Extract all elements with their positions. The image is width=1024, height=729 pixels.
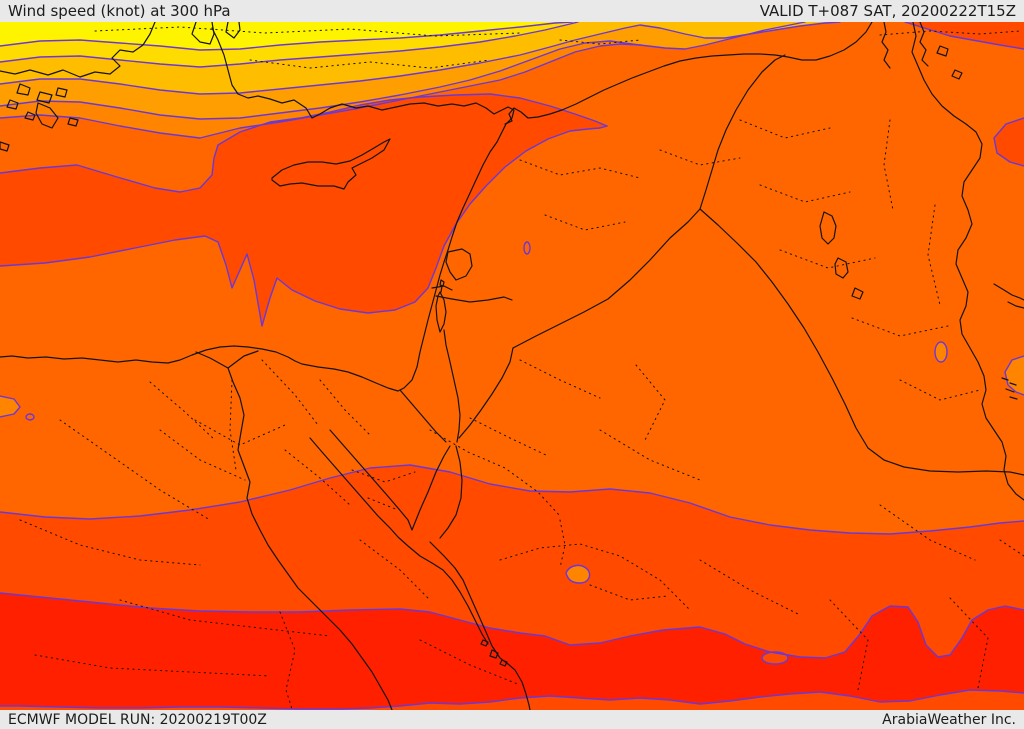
admin-boundaries-dotted [19, 26, 1024, 710]
header-bar: Wind speed (knot) at 300 hPa VALID T+087… [0, 0, 1024, 22]
jet-cell-top-right [904, 22, 1024, 167]
valid-time-label: VALID T+087 SAT, 20200222T15Z [759, 2, 1016, 20]
map-canvas [0, 22, 1024, 710]
country-borders [399, 22, 1024, 501]
weak-wind-cells [0, 241, 1024, 584]
jet-streak-cyprus [0, 93, 608, 327]
coastlines [0, 22, 531, 710]
contour-lines [0, 22, 1024, 710]
map-title: Wind speed (knot) at 300 hPa [8, 2, 231, 20]
wind-band-red-max [0, 593, 1024, 709]
model-run-label: ECMWF MODEL RUN: 20200219T00Z [8, 711, 267, 728]
footer-bar: ECMWF MODEL RUN: 20200219T00Z ArabiaWeat… [0, 710, 1024, 729]
brand-label: ArabiaWeather Inc. [882, 711, 1016, 728]
